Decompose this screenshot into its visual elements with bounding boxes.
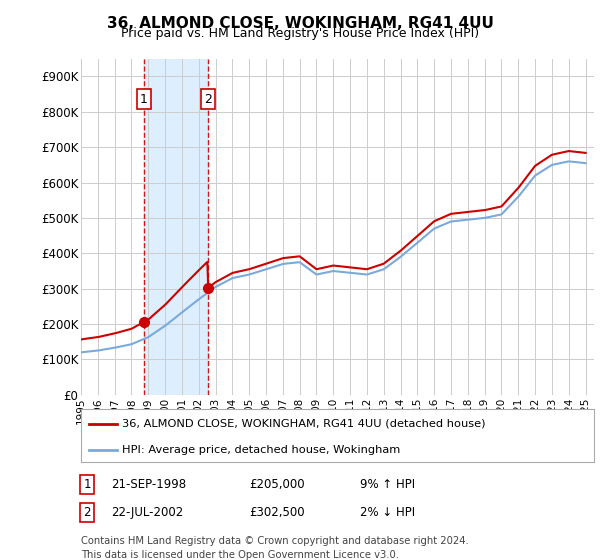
Text: 36, ALMOND CLOSE, WOKINGHAM, RG41 4UU: 36, ALMOND CLOSE, WOKINGHAM, RG41 4UU	[107, 16, 493, 31]
Text: 36, ALMOND CLOSE, WOKINGHAM, RG41 4UU (detached house): 36, ALMOND CLOSE, WOKINGHAM, RG41 4UU (d…	[122, 419, 485, 429]
Text: Price paid vs. HM Land Registry's House Price Index (HPI): Price paid vs. HM Land Registry's House …	[121, 27, 479, 40]
Text: £302,500: £302,500	[249, 506, 305, 519]
Text: 9% ↑ HPI: 9% ↑ HPI	[360, 478, 415, 491]
Text: 21-SEP-1998: 21-SEP-1998	[111, 478, 186, 491]
Text: 1: 1	[140, 92, 148, 106]
Text: 22-JUL-2002: 22-JUL-2002	[111, 506, 183, 519]
Text: 2% ↓ HPI: 2% ↓ HPI	[360, 506, 415, 519]
Text: HPI: Average price, detached house, Wokingham: HPI: Average price, detached house, Woki…	[122, 445, 400, 455]
Text: 2: 2	[83, 506, 91, 519]
Text: 2: 2	[204, 92, 212, 106]
Text: Contains HM Land Registry data © Crown copyright and database right 2024.
This d: Contains HM Land Registry data © Crown c…	[81, 536, 469, 559]
Text: £205,000: £205,000	[249, 478, 305, 491]
Bar	[143, 59, 208, 395]
Text: 1: 1	[83, 478, 91, 491]
